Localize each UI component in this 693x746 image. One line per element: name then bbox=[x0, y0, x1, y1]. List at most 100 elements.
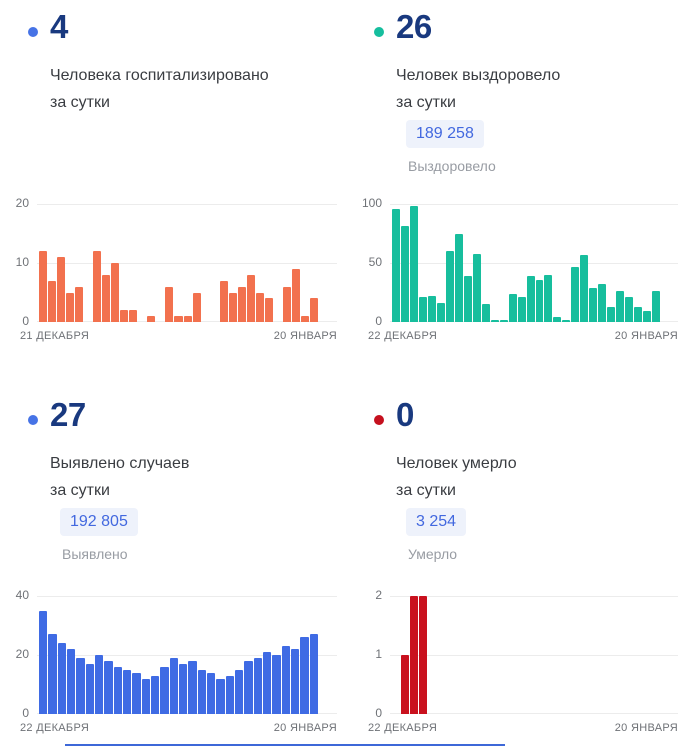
bar bbox=[39, 610, 48, 714]
bar bbox=[625, 297, 634, 322]
y-axis-tick-label: 40 bbox=[15, 588, 29, 602]
bar bbox=[147, 316, 156, 322]
bar bbox=[418, 297, 427, 322]
bar bbox=[400, 226, 409, 322]
gridline bbox=[37, 204, 337, 205]
bar bbox=[75, 286, 84, 322]
cases-dot-icon bbox=[28, 415, 38, 425]
bar bbox=[132, 672, 141, 714]
bar bbox=[643, 311, 652, 322]
chart-deaths-x-axis: 22 ДЕКАБРЯ 20 ЯНВАРЯ bbox=[368, 722, 678, 734]
bar bbox=[197, 669, 206, 714]
gridline bbox=[390, 263, 678, 264]
bar bbox=[517, 297, 526, 322]
bar bbox=[544, 274, 553, 322]
x-axis-end-label: 20 ЯНВАРЯ bbox=[614, 722, 678, 734]
y-axis-tick-label: 0 bbox=[375, 706, 382, 720]
y-axis-tick-label: 100 bbox=[361, 196, 382, 210]
gridline bbox=[390, 204, 678, 205]
below-fold-blue-edge bbox=[65, 744, 505, 746]
desc-line: за сутки bbox=[396, 94, 456, 111]
bar bbox=[580, 254, 589, 322]
bar bbox=[291, 268, 300, 322]
bar bbox=[571, 266, 580, 322]
bar bbox=[150, 675, 160, 714]
bar bbox=[188, 660, 197, 714]
bar bbox=[607, 306, 616, 322]
bar bbox=[392, 208, 400, 322]
bar bbox=[272, 655, 281, 714]
gridline bbox=[37, 596, 337, 597]
bar bbox=[174, 316, 183, 322]
bar bbox=[553, 317, 562, 322]
deaths-dot-icon bbox=[374, 415, 384, 425]
bar bbox=[160, 666, 169, 714]
bar bbox=[290, 649, 300, 714]
bar bbox=[589, 287, 598, 322]
bar bbox=[535, 279, 544, 322]
bar bbox=[120, 310, 129, 322]
gridline bbox=[390, 655, 678, 656]
bar bbox=[57, 257, 66, 322]
bar bbox=[48, 634, 57, 714]
cases-description: Выявлено случаев за сутки bbox=[50, 450, 189, 504]
cases-total-caption: Выявлено bbox=[62, 546, 128, 562]
bar bbox=[94, 655, 104, 714]
chart-deaths: 2 1 0 bbox=[375, 588, 678, 720]
bar bbox=[234, 669, 244, 714]
gridline bbox=[37, 655, 337, 656]
bar bbox=[76, 657, 85, 714]
bar bbox=[122, 669, 132, 714]
hospitalized-description: Человека госпитализировано за сутки bbox=[50, 62, 269, 116]
stat-card-hospitalized: 4 Человека госпитализировано за сутки 20… bbox=[16, 0, 342, 380]
bar bbox=[85, 663, 94, 714]
x-axis-end-label: 20 ЯНВАРЯ bbox=[614, 330, 678, 342]
stat-card-recovered: 26 Человек выздоровело за сутки 189 258 … bbox=[362, 0, 682, 380]
x-axis-end-label: 20 ЯНВАРЯ bbox=[273, 722, 337, 734]
deaths-total-caption: Умерло bbox=[408, 546, 458, 562]
x-axis-start-label: 22 ДЕКАБРЯ bbox=[368, 722, 438, 734]
cases-daily-value: 27 bbox=[50, 396, 86, 433]
bar bbox=[282, 286, 291, 322]
gridline bbox=[37, 263, 337, 264]
bar bbox=[66, 292, 75, 322]
chart-hospitalized: 20 10 0 bbox=[16, 196, 337, 328]
bar-series bbox=[392, 206, 661, 322]
bar bbox=[225, 675, 234, 714]
bar bbox=[481, 304, 490, 322]
bar bbox=[169, 657, 178, 714]
bar-series bbox=[39, 610, 318, 714]
y-axis-tick-label: 50 bbox=[368, 255, 382, 269]
x-axis-end-label: 20 ЯНВАРЯ bbox=[273, 330, 337, 342]
bar bbox=[104, 660, 113, 714]
bar bbox=[499, 320, 508, 322]
desc-line: Человек умерло bbox=[396, 455, 517, 472]
bar bbox=[309, 634, 318, 714]
bar bbox=[57, 643, 66, 714]
bar-series bbox=[39, 251, 318, 322]
y-axis-tick-label: 0 bbox=[375, 314, 382, 328]
recovered-dot-icon bbox=[374, 27, 384, 37]
bar bbox=[309, 298, 318, 322]
bar bbox=[300, 316, 309, 322]
chart-cases: 40 20 0 bbox=[16, 588, 337, 720]
y-axis-tick-label: 0 bbox=[22, 706, 29, 720]
y-axis-tick-label: 20 bbox=[15, 196, 29, 210]
chart-hospitalized-x-axis: 21 ДЕКАБРЯ 20 ЯНВАРЯ bbox=[20, 330, 337, 342]
bar bbox=[526, 275, 535, 322]
chart-recovered: 100 50 0 bbox=[362, 196, 678, 328]
desc-line: Человек выздоровело bbox=[396, 67, 561, 84]
bar bbox=[454, 233, 463, 322]
desc-line: за сутки bbox=[396, 482, 456, 499]
bar bbox=[66, 649, 76, 714]
bar bbox=[262, 652, 272, 714]
bar bbox=[39, 251, 48, 322]
x-axis-start-label: 22 ДЕКАБРЯ bbox=[20, 722, 90, 734]
desc-line: за сутки bbox=[50, 94, 110, 111]
bar bbox=[93, 251, 102, 322]
chart-cases-x-axis: 22 ДЕКАБРЯ 20 ЯНВАРЯ bbox=[20, 722, 337, 734]
bar bbox=[562, 319, 571, 322]
bar bbox=[48, 280, 57, 322]
bar bbox=[237, 286, 246, 322]
bar bbox=[141, 678, 150, 714]
